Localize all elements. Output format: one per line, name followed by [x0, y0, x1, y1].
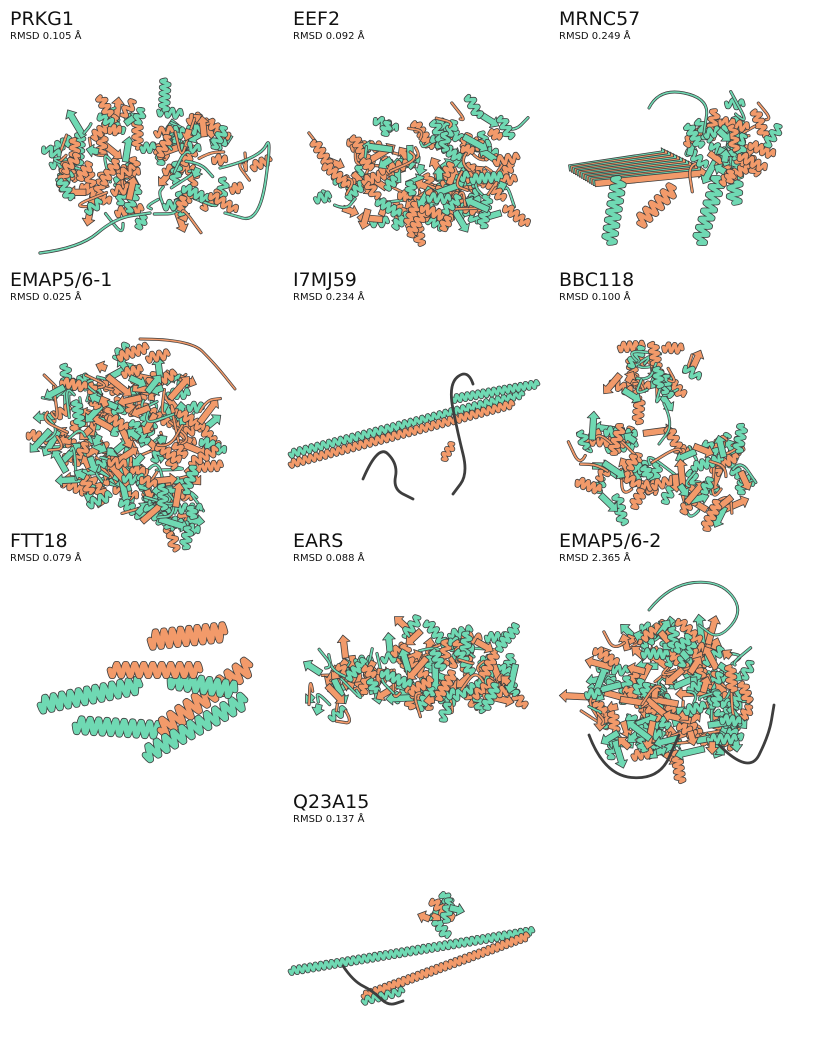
structure-overlay-image	[38, 77, 273, 255]
rmsd-value: RMSD 0.092 Å	[293, 31, 365, 42]
panel-prkg1: PRKG1 RMSD 0.105 Å	[10, 8, 273, 258]
panel-i7mj59: I7MJ59 RMSD 0.234 Å	[287, 269, 553, 519]
structure-overlay-image	[566, 339, 758, 532]
rmsd-value: RMSD 0.025 Å	[10, 292, 82, 303]
protein-name: EMAP5/6-2	[559, 530, 662, 552]
rmsd-value: RMSD 0.079 Å	[10, 553, 82, 564]
protein-name: FTT18	[10, 530, 68, 552]
panel-ftt18: FTT18 RMSD 0.079 Å	[10, 530, 270, 780]
protein-name: MRNC57	[559, 8, 641, 30]
panel-emap56-2: EMAP5/6-2 RMSD 2.365 Å	[558, 530, 816, 785]
rmsd-value: RMSD 0.100 Å	[559, 292, 631, 303]
structure-overlay-image	[287, 891, 536, 1006]
structure-overlay-image	[25, 337, 237, 553]
structure-overlay-image	[558, 580, 776, 785]
rmsd-value: RMSD 0.249 Å	[559, 31, 631, 42]
rmsd-value: RMSD 0.234 Å	[293, 292, 365, 303]
protein-name: BBC118	[559, 269, 635, 291]
panel-ears: EARS RMSD 0.088 Å	[293, 530, 553, 780]
structure-overlay-image	[307, 93, 531, 247]
structure-overlay-image	[36, 621, 254, 764]
panel-eef2: EEF2 RMSD 0.092 Å	[293, 8, 553, 258]
panel-mrnc57: MRNC57 RMSD 0.249 Å	[559, 8, 816, 258]
rmsd-value: RMSD 0.137 Å	[293, 814, 365, 825]
protein-name: Q23A15	[293, 791, 370, 813]
structure-overlay-image	[287, 372, 541, 501]
panel-bbc118: BBC118 RMSD 0.100 Å	[559, 269, 816, 532]
structure-overlay-image	[303, 614, 529, 725]
rmsd-value: RMSD 0.088 Å	[293, 553, 365, 564]
structure-overlay-image	[568, 90, 783, 246]
protein-name: EARS	[293, 530, 344, 552]
rmsd-value: RMSD 0.105 Å	[10, 31, 82, 42]
protein-name: EMAP5/6-1	[10, 269, 113, 291]
rmsd-value: RMSD 2.365 Å	[559, 553, 631, 564]
protein-name: EEF2	[293, 8, 341, 30]
panel-emap56-1: EMAP5/6-1 RMSD 0.025 Å	[10, 269, 270, 553]
panel-q23a15: Q23A15 RMSD 0.137 Å	[287, 791, 553, 1041]
protein-name: I7MJ59	[293, 269, 357, 291]
protein-name: PRKG1	[10, 8, 74, 30]
